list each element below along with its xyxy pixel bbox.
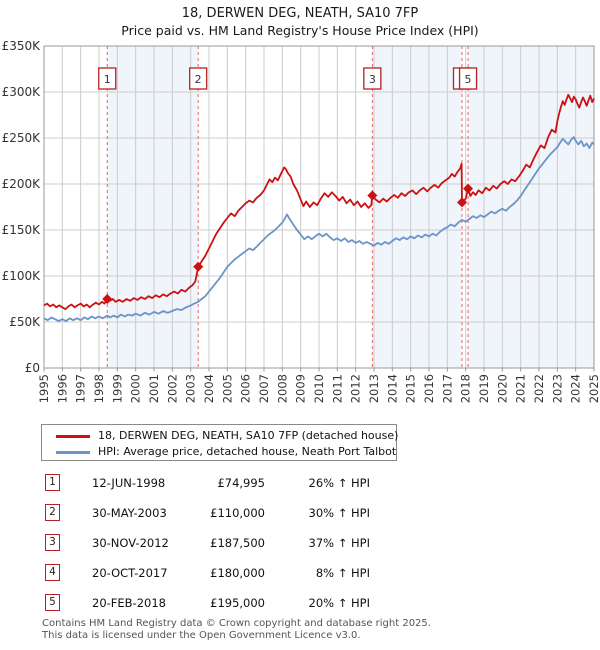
sale-point-diamond [102,294,113,305]
y-axis-label: £250K [2,131,42,145]
transaction-date: 30-MAY-2003 [92,506,167,520]
x-axis-label: 2022 [532,374,546,403]
sale-marker-badge [458,67,478,90]
y-axis-label: £200K [2,177,42,191]
copyright-footer: Contains HM Land Registry data © Crown c… [42,618,431,641]
x-axis-label: 2018 [459,374,473,403]
transaction-hpi-delta: 20% ↑ HPI [308,596,370,610]
y-axis-label: £150K [2,223,42,237]
transaction-hpi-delta: 26% ↑ HPI [308,476,370,490]
transaction-price: £110,000 [210,506,265,520]
x-axis-label: 2003 [184,374,198,403]
x-axis-label: 2013 [367,374,381,403]
transaction-row: 2 30-MAY-2003 £110,000 30% ↑ HPI [0,504,600,526]
sale-marker-badge [98,67,117,90]
x-axis-label: 2014 [385,374,399,403]
x-axis-label: 2006 [239,374,253,403]
ownership-band [107,46,199,368]
copyright-line-2: This data is licensed under the Open Gov… [42,629,361,641]
x-axis-label: 2021 [514,374,528,403]
transaction-row: 1 12-JUN-1998 £74,995 26% ↑ HPI [0,474,600,496]
hpi-line [43,136,595,323]
transaction-row: 4 20-OCT-2017 £180,000 8% ↑ HPI [0,564,600,586]
hpi-line-swatch [56,451,90,454]
x-axis-label: 2004 [202,374,216,403]
transaction-date: 12-JUN-1998 [92,476,166,490]
x-axis-label: 1998 [92,374,106,403]
x-axis-label: 2023 [550,374,564,403]
y-axis-label: £300K [2,85,42,99]
x-axis-label: 1996 [55,374,69,403]
x-axis-label: 1995 [37,374,51,403]
price-paid-line-swatch [56,435,90,438]
svg-text:2: 2 [195,73,202,86]
x-axis-label: 2020 [495,374,509,403]
x-axis-label: 2019 [477,374,491,403]
svg-text:3: 3 [369,73,376,86]
x-axis-label: 1997 [74,374,88,403]
y-axis-label: £0 [25,361,40,375]
transaction-date: 30-NOV-2012 [92,536,169,550]
transaction-price: £195,000 [210,596,265,610]
transaction-number-badge: 1 [45,474,60,491]
ownership-band [468,46,594,368]
x-axis-label: 2016 [422,374,436,403]
price-paid-line [43,93,595,311]
transaction-number-badge: 5 [45,594,60,611]
page-subtitle: Price paid vs. HM Land Registry's House … [121,23,479,38]
sale-point-diamond [463,183,474,194]
x-axis-label: 2025 [587,374,600,403]
x-axis-label: 2024 [569,374,583,403]
sale-point-diamond [367,190,378,201]
x-axis-label: 2008 [275,374,289,403]
y-axis-label: £100K [2,269,42,283]
sale-marker-badge [189,67,208,90]
transaction-row: 3 30-NOV-2012 £187,500 37% ↑ HPI [0,534,600,556]
transaction-price: £74,995 [217,476,265,490]
x-axis-label: 2011 [330,374,344,403]
sale-marker-badge [363,67,382,90]
legend-label-price-paid: 18, DERWEN DEG, NEATH, SA10 7FP (detache… [98,429,399,442]
x-axis-label: 2015 [404,374,418,403]
transaction-number-badge: 4 [45,564,60,581]
svg-text:1: 1 [104,73,111,86]
x-axis-label: 1999 [110,374,124,403]
legend-item-hpi: HPI: Average price, detached house, Neat… [42,444,396,460]
transaction-hpi-delta: 30% ↑ HPI [308,506,370,520]
x-axis-label: 2009 [294,374,308,403]
transaction-row: 5 20-FEB-2018 £195,000 20% ↑ HPI [0,594,600,616]
y-axis-label: £350K [2,39,42,53]
legend-item-price-paid: 18, DERWEN DEG, NEATH, SA10 7FP (detache… [42,428,399,444]
chart-legend: 18, DERWEN DEG, NEATH, SA10 7FP (detache… [41,424,399,461]
transaction-number-badge: 3 [45,534,60,551]
svg-text:5: 5 [465,73,472,86]
x-axis-label: 2012 [349,374,363,403]
y-axis-label: £50K [9,315,41,329]
transaction-hpi-delta: 37% ↑ HPI [308,536,370,550]
transaction-price: £187,500 [210,536,265,550]
sale-point-diamond [193,261,204,272]
x-axis-label: 2010 [312,374,326,403]
transaction-price: £180,000 [210,566,265,580]
copyright-line-1: Contains HM Land Registry data © Crown c… [42,618,431,629]
transaction-date: 20-FEB-2018 [92,596,166,610]
transaction-date: 20-OCT-2017 [92,566,168,580]
sale-point-diamond [457,197,467,208]
x-axis-label: 2002 [165,374,179,403]
x-axis-label: 2017 [440,374,454,403]
x-axis-label: 2007 [257,374,271,403]
x-axis-label: 2000 [129,374,143,403]
x-axis-label: 2001 [147,374,161,403]
page-title: 18, DERWEN DEG, NEATH, SA10 7FP [181,6,419,21]
transaction-number-badge: 2 [45,504,60,521]
x-axis-label: 2005 [220,374,234,403]
legend-label-hpi: HPI: Average price, detached house, Neat… [98,445,397,458]
price-chart: 12345£0£50K£100K£150K£200K£250K£300K£350… [2,39,600,403]
transaction-hpi-delta: 8% ↑ HPI [315,566,370,580]
ownership-band [372,46,462,368]
